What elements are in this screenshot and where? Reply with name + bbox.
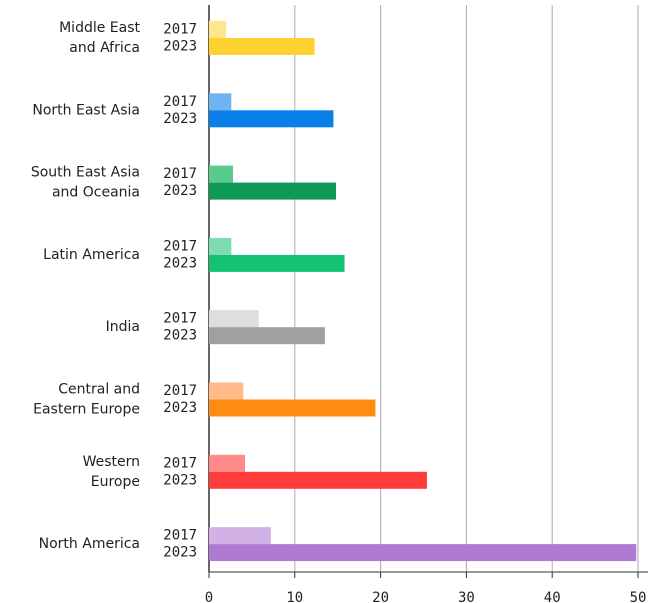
series-label: 2017 xyxy=(163,94,197,110)
series-label: 2023 xyxy=(163,328,197,344)
bar xyxy=(209,454,246,472)
category-line: Western xyxy=(83,454,140,470)
x-tick-label: 40 xyxy=(544,590,561,603)
series-label: 2017 xyxy=(163,166,197,182)
series-label: 2017 xyxy=(163,238,197,254)
series-label: 2023 xyxy=(163,400,197,416)
bar xyxy=(209,182,336,200)
category-line: North America xyxy=(39,536,140,552)
category-label: India xyxy=(106,319,140,335)
bar xyxy=(209,327,325,345)
bar xyxy=(209,93,232,111)
bar xyxy=(209,527,271,545)
category-line: North East Asia xyxy=(32,102,140,118)
series-label: 2017 xyxy=(163,383,197,399)
category-line: and Oceania xyxy=(52,185,140,201)
series-label: 2017 xyxy=(163,311,197,327)
bar xyxy=(209,237,232,255)
category-line: Eastern Europe xyxy=(33,402,140,418)
bar xyxy=(209,382,244,400)
x-tick-label: 20 xyxy=(372,590,389,603)
bar xyxy=(209,254,345,272)
x-tick-label: 0 xyxy=(205,590,213,603)
bar xyxy=(209,310,259,328)
category-line: and Africa xyxy=(69,40,140,56)
x-tick-label: 10 xyxy=(286,590,303,603)
series-label: 2017 xyxy=(163,455,197,471)
category-label: Central and Eastern Europe xyxy=(33,382,140,418)
series-label: 2023 xyxy=(163,111,197,127)
bar xyxy=(209,110,334,128)
series-label: 2023 xyxy=(163,183,197,199)
x-tick-label: 30 xyxy=(458,590,475,603)
series-label: 2017 xyxy=(163,528,197,544)
series-label: 2017 xyxy=(163,22,197,38)
bar xyxy=(209,399,376,417)
category-label: South East Asia and Oceania xyxy=(31,165,140,201)
category-label: Latin America xyxy=(43,247,140,263)
bar xyxy=(209,165,234,183)
bar xyxy=(209,38,315,55)
category-label: Middle East and Africa xyxy=(59,20,140,56)
series-label: 2023 xyxy=(163,545,197,561)
category-label: North America xyxy=(39,536,140,552)
bar xyxy=(209,21,227,38)
category-line: India xyxy=(106,319,140,335)
category-label: North East Asia xyxy=(32,102,140,118)
x-tick-label: 50 xyxy=(630,590,647,603)
category-label: Western Europe xyxy=(83,454,140,490)
series-label: 2023 xyxy=(163,472,197,488)
category-line: South East Asia xyxy=(31,165,140,181)
series-label: 2023 xyxy=(163,255,197,271)
category-line: Europe xyxy=(91,474,140,490)
series-label: 2023 xyxy=(163,39,197,55)
category-line: Central and xyxy=(58,382,140,398)
bar xyxy=(209,471,427,489)
category-line: Middle East xyxy=(59,20,140,36)
category-line: Latin America xyxy=(43,247,140,263)
bar xyxy=(209,544,637,562)
